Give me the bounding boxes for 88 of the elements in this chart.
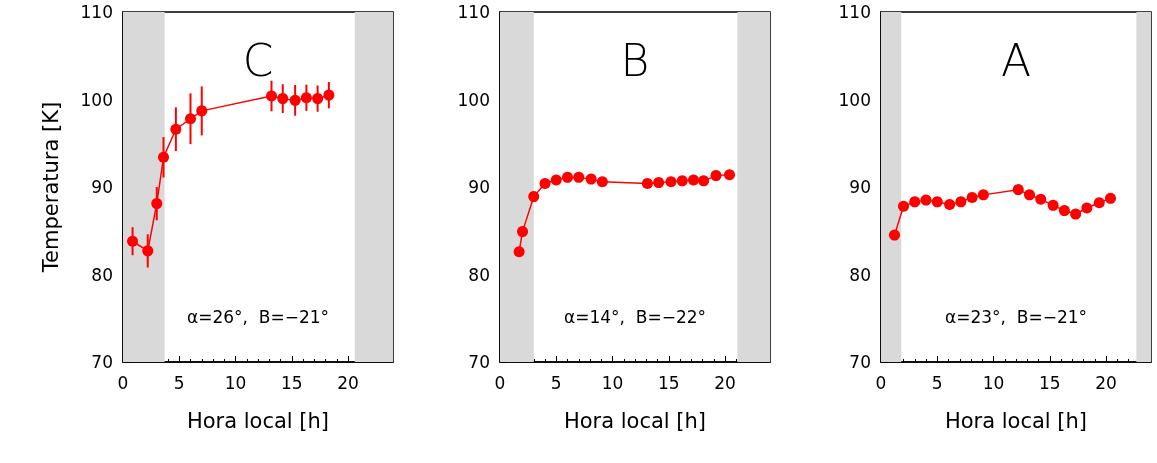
- x-tick-label: 15: [1038, 372, 1061, 393]
- x-tick-label: 15: [280, 372, 303, 393]
- point: [1058, 205, 1070, 217]
- point: [158, 151, 169, 163]
- x-tick-label: 15: [657, 372, 680, 393]
- x-tick-label: 10: [982, 372, 1005, 393]
- point: [1024, 189, 1035, 201]
- point: [944, 199, 956, 210]
- x-tick-label: 20: [714, 372, 736, 393]
- point: [312, 93, 324, 105]
- point: [909, 196, 921, 208]
- x-axis-title: Hora local [h]: [186, 408, 330, 433]
- point: [550, 174, 562, 186]
- annotation: α=14°, B=−22°: [563, 306, 707, 327]
- point: [1105, 192, 1116, 204]
- y-tick-label: 110: [838, 2, 871, 22]
- x-tick-label: 0: [494, 372, 506, 393]
- point: [528, 191, 540, 203]
- point: [185, 113, 196, 125]
- text: B: [620, 34, 650, 86]
- point: [688, 174, 699, 186]
- point: [1035, 193, 1047, 205]
- y-tick-label: 90: [468, 177, 490, 197]
- point: [170, 123, 182, 135]
- y-tick-label: 110: [80, 2, 113, 22]
- x-tick-label: 0: [875, 372, 887, 393]
- x-axis-title: Hora local [h]: [944, 408, 1088, 433]
- y-tick-label: 80: [468, 264, 490, 285]
- point: [573, 171, 585, 183]
- point: [710, 170, 722, 182]
- point: [585, 173, 597, 185]
- point: [920, 194, 932, 206]
- point: [676, 175, 688, 187]
- y-tick-label: 100: [80, 89, 113, 110]
- point: [898, 200, 909, 212]
- x-tick-label: 5: [931, 372, 943, 393]
- point: [931, 196, 943, 208]
- y-tick-label: 70: [91, 352, 113, 372]
- point: [127, 235, 139, 247]
- point: [151, 198, 163, 210]
- annotation: α=26°, B=−21°: [186, 306, 330, 327]
- point: [513, 246, 525, 258]
- point: [889, 229, 900, 241]
- point: [1070, 208, 1082, 220]
- x-tick-label: 10: [224, 372, 247, 393]
- y-tick-label: 90: [91, 177, 113, 197]
- y-tick-label: 100: [838, 89, 871, 110]
- point: [1047, 199, 1059, 211]
- point: [724, 169, 735, 181]
- point: [539, 178, 551, 189]
- text: A: [1000, 34, 1032, 86]
- y-tick-label: 80: [849, 264, 871, 285]
- point: [698, 175, 710, 187]
- point: [653, 177, 665, 189]
- point: [977, 189, 989, 201]
- x-tick-label: 5: [550, 372, 562, 393]
- point: [1093, 197, 1105, 209]
- point: [955, 196, 967, 208]
- x-tick-label: 20: [337, 372, 359, 393]
- point: [596, 176, 608, 188]
- x-tick-label: 10: [601, 372, 624, 393]
- point: [1012, 184, 1024, 196]
- y-tick-label: 100: [457, 89, 490, 110]
- point: [323, 89, 335, 101]
- point: [142, 245, 154, 257]
- point: [966, 192, 978, 203]
- y-axis-title: Temperatura [K]: [38, 101, 63, 274]
- text: C: [242, 34, 274, 86]
- point: [562, 171, 573, 183]
- point: [196, 105, 208, 117]
- point: [1081, 202, 1093, 214]
- point: [266, 90, 277, 102]
- y-tick-label: 110: [457, 2, 490, 22]
- point: [289, 94, 301, 106]
- annotation: α=23°, B=−21°: [944, 306, 1088, 327]
- x-axis-title: Hora local [h]: [563, 408, 707, 433]
- point: [665, 176, 677, 188]
- y-tick-label: 90: [849, 177, 871, 197]
- y-tick-label: 70: [468, 352, 490, 372]
- y-tick-label: 80: [91, 264, 113, 285]
- point: [300, 92, 312, 104]
- point: [641, 178, 653, 189]
- point: [277, 93, 289, 105]
- x-tick-label: 20: [1095, 372, 1117, 393]
- x-tick-label: 5: [173, 372, 185, 393]
- point: [517, 226, 528, 238]
- y-tick-label: 70: [849, 352, 871, 372]
- x-tick-label: 0: [117, 372, 129, 393]
